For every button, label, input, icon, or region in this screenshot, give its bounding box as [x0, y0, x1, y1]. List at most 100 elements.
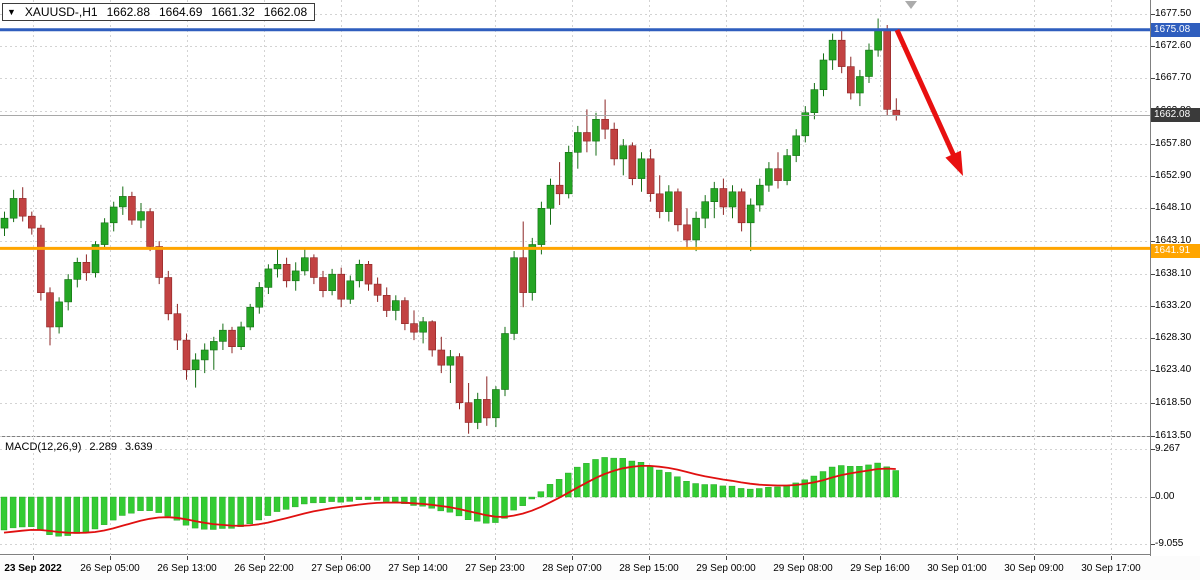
candles-layer — [0, 18, 901, 434]
candle-down — [182, 333, 191, 380]
macd-axis-label: 9.267 — [1155, 442, 1181, 454]
time-axis[interactable]: 23 Sep 2022 26 Sep 05:00 26 Sep 13:00 26 Se… — [0, 556, 1200, 580]
macd-bar — [565, 472, 572, 498]
candle-up — [592, 112, 600, 156]
chart-info-box: ▼ XAUUSD-,H1 1662.88 1664.69 1661.32 166… — [2, 3, 316, 21]
candle-down — [382, 287, 391, 317]
axis-tick — [649, 556, 650, 560]
macd-bar — [701, 484, 708, 498]
macd-indicator-pane[interactable]: MACD(12,26,9) 2.289 3.639 — [0, 438, 1150, 555]
candle-down — [774, 152, 782, 189]
candle-down — [364, 261, 373, 291]
macd-bar — [747, 488, 754, 498]
indicator-macd-value: 2.289 — [89, 441, 117, 453]
macd-bar — [555, 479, 563, 498]
macd-bar — [392, 496, 399, 503]
candle-down — [464, 383, 473, 434]
candle-down — [555, 162, 564, 205]
price-axis[interactable]: 1677.501672.601667.701662.801657.801652.… — [1150, 0, 1200, 556]
price-axis-label: 1643.10 — [1155, 234, 1192, 246]
price-axis-label: 1657.80 — [1155, 137, 1192, 149]
candle-down — [146, 208, 154, 252]
price-axis-label: 1677.50 — [1155, 7, 1192, 19]
macd-bar — [537, 491, 545, 498]
macd-bar — [9, 496, 17, 529]
time-axis-label: 30 Sep 09:00 — [1004, 563, 1064, 574]
candle-down — [655, 175, 664, 219]
macd-bar — [282, 496, 290, 510]
time-axis-label: 28 Sep 15:00 — [619, 563, 679, 574]
candle-up — [564, 145, 573, 199]
candle-down — [482, 376, 491, 426]
macd-bar — [574, 466, 581, 498]
time-axis-label: 27 Sep 06:00 — [311, 563, 371, 574]
candle-up — [783, 149, 791, 186]
candle-up — [492, 386, 500, 428]
macd-bar — [146, 496, 153, 511]
axis-tick — [1034, 556, 1035, 560]
axis-tick — [1151, 241, 1155, 242]
candle-up — [191, 353, 200, 388]
macd-bar — [155, 496, 162, 513]
macd-bar — [428, 496, 435, 509]
candle-up — [701, 195, 710, 229]
macd-axis-label: 0.00 — [1155, 491, 1175, 502]
macd-bar — [483, 496, 490, 524]
ohlc-open-value: 1662.88 — [106, 5, 150, 19]
macd-bar — [237, 496, 244, 527]
candle-up — [810, 83, 819, 120]
macd-bar — [719, 485, 727, 498]
axis-tick — [1151, 436, 1155, 437]
time-axis-label: 23 Sep 2022 — [4, 563, 62, 574]
candle-down — [310, 254, 318, 285]
macd-bar — [437, 496, 444, 512]
candle-up — [828, 33, 837, 70]
macd-bar — [37, 496, 44, 531]
candle-up — [728, 185, 737, 219]
candle-up — [9, 189, 18, 223]
macd-histogram — [0, 457, 899, 537]
candle-up — [546, 178, 555, 225]
candle-up — [510, 251, 518, 341]
candle-up — [819, 53, 828, 97]
ohlc-low-value: 1661.32 — [211, 5, 255, 19]
candle-up — [300, 247, 309, 276]
time-axis-label: 26 Sep 22:00 — [234, 563, 294, 574]
macd-bar — [765, 487, 772, 498]
candle-down — [610, 122, 619, 166]
macd-bar — [182, 496, 190, 526]
macd-bar — [838, 465, 845, 498]
candle-down — [883, 25, 892, 116]
macd-bar — [328, 496, 335, 502]
candle-down — [437, 336, 446, 374]
axis-tick — [803, 556, 804, 560]
macd-bar — [200, 496, 208, 530]
macd-bar — [228, 496, 235, 529]
candle-up — [573, 125, 582, 169]
macd-bar — [601, 457, 608, 498]
trend-arrow-head[interactable] — [945, 150, 963, 176]
candle-up — [246, 303, 254, 331]
candle-up — [419, 317, 427, 344]
candle-up — [537, 201, 546, 255]
macd-bar — [628, 460, 636, 498]
candle-up — [856, 69, 864, 107]
candle-up — [619, 139, 628, 176]
macd-bar — [119, 496, 126, 516]
candle-up — [346, 275, 355, 304]
axis-tick — [33, 556, 34, 560]
support-price-badge: 1641.91 — [1151, 244, 1200, 258]
main-chart-pane[interactable]: ▼ XAUUSD-,H1 1662.88 1664.69 1661.32 166… — [0, 0, 1150, 437]
candle-up — [73, 257, 82, 288]
candle-up — [473, 392, 482, 430]
candle-up — [200, 343, 209, 374]
trend-arrow[interactable] — [894, 28, 958, 161]
macd-bar — [383, 496, 390, 502]
axis-tick — [957, 556, 958, 560]
macd-bar — [355, 496, 363, 500]
axis-tick — [418, 556, 419, 560]
candle-down — [128, 191, 136, 225]
price-axis-label: 1638.10 — [1155, 267, 1192, 279]
symbol-timeframe-label: XAUUSD-,H1 — [24, 5, 98, 19]
